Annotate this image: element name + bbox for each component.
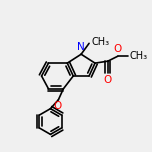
Text: N: N (77, 42, 85, 52)
Text: O: O (114, 44, 122, 54)
Text: CH₃: CH₃ (130, 51, 148, 61)
Text: O: O (53, 101, 62, 111)
Text: O: O (104, 75, 112, 85)
Text: CH₃: CH₃ (91, 37, 109, 47)
